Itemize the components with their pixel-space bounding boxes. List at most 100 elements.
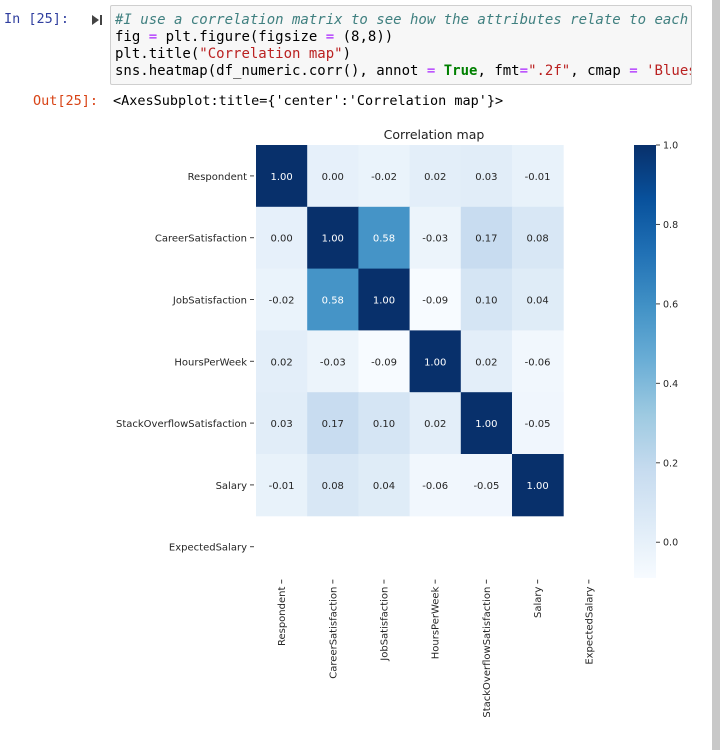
row-label: Salary <box>216 481 247 492</box>
code-cell[interactable]: #I use a correlation matrix to see how t… <box>110 5 692 85</box>
cell-annotation: 1.00 <box>270 172 292 183</box>
heatmap-cell <box>256 206 308 270</box>
cell-annotation: 1.00 <box>322 234 344 245</box>
cell-annotation: -0.06 <box>525 357 551 368</box>
cell-annotation: 1.00 <box>373 296 395 307</box>
heatmap-cell <box>512 145 564 208</box>
heatmap-cell <box>358 392 411 455</box>
output-prompt: Out[25]: <box>33 93 99 109</box>
heatmap-cell <box>307 145 359 208</box>
cell-annotation: -0.05 <box>525 419 551 430</box>
col-label: StackOverflowSatisfaction <box>482 587 493 718</box>
row-label: Respondent <box>188 172 248 183</box>
heatmap-cell <box>512 330 564 393</box>
cell-annotation: 0.04 <box>526 296 548 307</box>
heatmap-cell <box>460 145 513 208</box>
cell-annotation: 0.00 <box>270 234 292 245</box>
cell-annotation: 0.17 <box>475 234 497 245</box>
colorbar-tick-label: 0.2 <box>663 458 678 469</box>
input-prompt: In [25]: <box>4 11 70 27</box>
page-scrollbar-track[interactable] <box>712 0 720 750</box>
heatmap-cell <box>307 206 359 270</box>
output-text: <AxesSubplot:title={'center':'Correlatio… <box>113 93 504 109</box>
heatmap-cell <box>358 206 411 270</box>
cell-annotation: -0.03 <box>422 234 448 245</box>
cell-annotation: -0.09 <box>422 296 448 307</box>
row-label: CareerSatisfaction <box>155 234 247 245</box>
heatmap-cell <box>460 330 513 393</box>
row-label: ExpectedSalary <box>169 543 247 554</box>
run-cell-icon[interactable] <box>90 13 104 27</box>
heatmap-cell <box>307 454 359 517</box>
heatmap-cell <box>358 330 411 393</box>
heatmap-cell <box>307 330 359 393</box>
heatmap-cell <box>512 206 564 270</box>
heatmap-cell <box>256 145 308 208</box>
code-line-2: fig = plt.figure(figsize = (8,8)) <box>115 29 394 45</box>
code-line-4: sns.heatmap(df_numeric.corr(), annot = T… <box>115 63 691 79</box>
colorbar-tick-label: 0.8 <box>663 220 678 231</box>
correlation-heatmap: Correlation map 1.00 0.00 -0.02 0.02 0.03 -0.… <box>116 127 678 718</box>
cell-annotation: 0.17 <box>322 419 344 430</box>
heatmap-cell <box>409 206 462 270</box>
chart-title: Correlation map <box>384 127 485 142</box>
heatmap-cell <box>307 392 359 455</box>
cell-annotation: 0.04 <box>373 481 395 492</box>
cell-annotation: 0.02 <box>424 419 446 430</box>
heatmap-cell <box>358 145 411 208</box>
heatmap-cell <box>409 330 462 393</box>
col-label: HoursPerWeek <box>431 586 442 659</box>
col-label: Salary <box>533 587 544 618</box>
heatmap-cell <box>409 145 462 208</box>
heatmap-cell <box>256 392 308 455</box>
cell-annotation: 0.10 <box>373 419 395 430</box>
code-comment: #I use a correlation matrix to see how t… <box>115 12 689 28</box>
col-label: CareerSatisfaction <box>328 587 339 679</box>
heatmap-cell <box>512 268 564 331</box>
col-label: ExpectedSalary <box>584 587 595 665</box>
code-line-1: #I use a correlation matrix to see how t… <box>115 12 688 29</box>
cell-annotation: -0.02 <box>269 296 295 307</box>
colorbar-tick-label: 0.0 <box>663 538 678 549</box>
heatmap-cell <box>460 206 513 270</box>
cell-annotation: 0.58 <box>322 296 344 307</box>
cell-annotation: 1.00 <box>424 357 446 368</box>
heatmap-cell <box>358 454 411 517</box>
cell-annotation: 0.02 <box>424 172 446 183</box>
cell-annotation: 0.02 <box>270 357 292 368</box>
heatmap-cell <box>409 268 462 331</box>
cell-annotation: -0.01 <box>525 172 551 183</box>
heatmap-cell <box>256 268 308 331</box>
cell-annotation: 0.08 <box>322 481 344 492</box>
heatmap-cell <box>460 268 513 331</box>
cell-annotation: -0.09 <box>371 357 397 368</box>
row-label: StackOverflowSatisfaction <box>116 419 247 430</box>
row-label: HoursPerWeek <box>174 357 247 368</box>
cell-annotation: -0.02 <box>371 172 397 183</box>
heatmap-cell <box>512 454 564 517</box>
heatmap-cell <box>409 454 462 517</box>
cell-annotation: -0.03 <box>320 357 346 368</box>
row-label: JobSatisfaction <box>172 296 247 307</box>
heatmap-cell <box>358 268 411 331</box>
code-line-3: plt.title("Correlation map") <box>115 46 352 62</box>
heatmap-cell <box>256 454 308 517</box>
cell-annotation: 1.00 <box>475 419 497 430</box>
page-scrollbar-thumb[interactable] <box>712 0 720 750</box>
col-label: JobSatisfaction <box>380 587 391 662</box>
heatmap-cell <box>307 268 359 331</box>
cell-annotation: -0.06 <box>422 481 448 492</box>
cell-annotation: 0.00 <box>322 172 344 183</box>
cell-annotation: 0.08 <box>526 234 548 245</box>
heatmap-cell <box>460 392 513 455</box>
cell-annotation: -0.05 <box>473 481 499 492</box>
cell-annotation: 0.03 <box>270 419 292 430</box>
cell-annotation: 0.10 <box>475 296 497 307</box>
cell-annotation: 0.58 <box>373 234 395 245</box>
heatmap-cell <box>256 330 308 393</box>
col-label: Respondent <box>277 587 288 647</box>
cell-annotation: 0.02 <box>475 357 497 368</box>
cell-annotation: 1.00 <box>526 481 548 492</box>
colorbar-tick-label: 1.0 <box>663 141 678 152</box>
colorbar-tick-label: 0.4 <box>663 379 678 390</box>
